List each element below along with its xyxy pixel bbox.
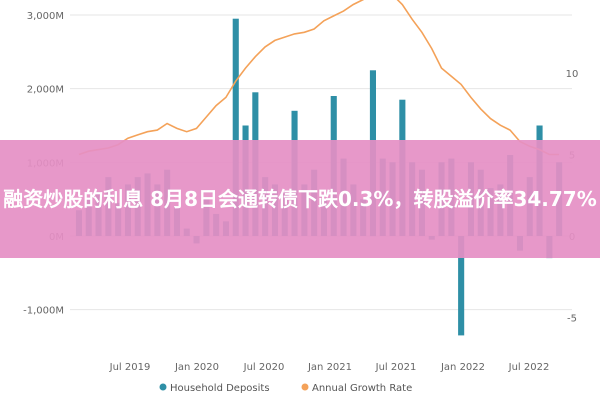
x-tick-label: Jan 2022: [440, 362, 485, 373]
x-tick-label: Jan 2020: [174, 362, 219, 373]
y-left-tick-label: -1,000M: [23, 306, 64, 317]
x-tick-label: Jul 2021: [375, 362, 417, 373]
legend-label-household-deposits: Household Deposits: [170, 383, 270, 394]
x-tick-label: Jan 2021: [307, 362, 352, 373]
y-right-tick-label: 10: [566, 69, 579, 80]
y-left-tick-label: 3,000M: [27, 11, 64, 22]
bar: [458, 236, 465, 336]
bar: [232, 18, 239, 237]
growth-rate-line: [78, 0, 560, 156]
legend-marker-household-deposits: [159, 383, 167, 391]
line-series-annual-growth-rate: [78, 0, 560, 156]
legend: Household Deposits Annual Growth Rate: [159, 383, 412, 394]
x-axis: Jul 2019 Jan 2020 Jul 2020 Jan 2021 Jul 2021…: [109, 362, 550, 373]
headline-text: 融资炒股的利息 8月8日会通转债下跌0.3%，转股溢价率34.77%: [3, 186, 597, 211]
y-left-tick-label: 2,000M: [27, 85, 64, 96]
x-tick-label: Jul 2019: [109, 362, 151, 373]
headline-banner: 融资炒股的利息 8月8日会通转债下跌0.3%，转股溢价率34.77%: [0, 140, 600, 258]
y-right-tick-label: -5: [567, 314, 577, 325]
x-tick-label: Jul 2020: [243, 362, 285, 373]
x-tick-label: Jul 2022: [508, 362, 550, 373]
legend-marker-annual-growth-rate: [301, 383, 309, 391]
legend-label-annual-growth-rate: Annual Growth Rate: [312, 383, 412, 394]
